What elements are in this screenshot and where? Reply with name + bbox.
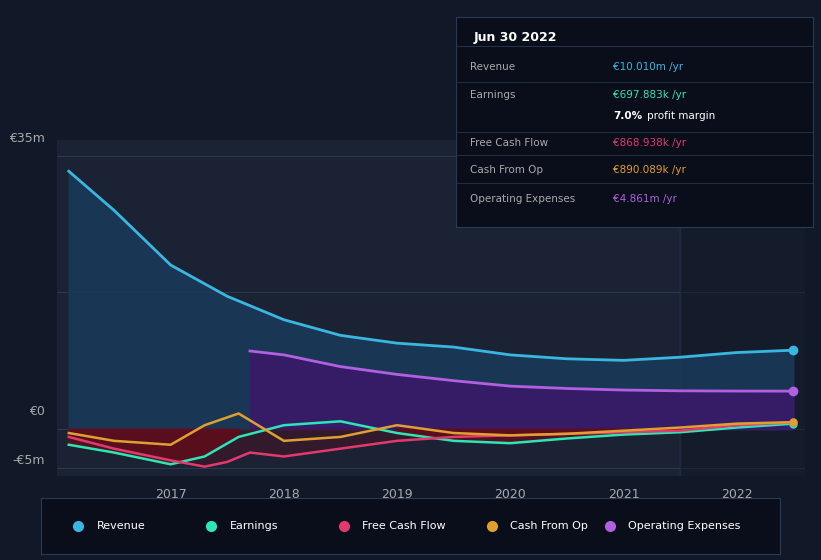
Text: Earnings: Earnings bbox=[230, 521, 278, 531]
Text: €4.861m /yr: €4.861m /yr bbox=[612, 194, 677, 204]
Text: €890.089k /yr: €890.089k /yr bbox=[612, 165, 686, 175]
Text: profit margin: profit margin bbox=[647, 110, 715, 120]
Text: Cash From Op: Cash From Op bbox=[511, 521, 588, 531]
Text: Revenue: Revenue bbox=[470, 62, 515, 72]
Text: Operating Expenses: Operating Expenses bbox=[629, 521, 741, 531]
Text: Jun 30 2022: Jun 30 2022 bbox=[474, 31, 557, 44]
Text: €10.010m /yr: €10.010m /yr bbox=[612, 62, 683, 72]
Text: €697.883k /yr: €697.883k /yr bbox=[612, 90, 686, 100]
Text: Free Cash Flow: Free Cash Flow bbox=[363, 521, 446, 531]
Text: €868.938k /yr: €868.938k /yr bbox=[612, 138, 686, 148]
Text: Free Cash Flow: Free Cash Flow bbox=[470, 138, 548, 148]
Text: €0: €0 bbox=[30, 405, 45, 418]
Text: Earnings: Earnings bbox=[470, 90, 516, 100]
Text: 7.0%: 7.0% bbox=[612, 110, 642, 120]
Bar bbox=[680, 140, 805, 476]
Text: Operating Expenses: Operating Expenses bbox=[470, 194, 576, 204]
Text: €35m: €35m bbox=[9, 132, 45, 144]
Text: -€5m: -€5m bbox=[12, 454, 45, 467]
Text: Revenue: Revenue bbox=[97, 521, 145, 531]
Text: Cash From Op: Cash From Op bbox=[470, 165, 543, 175]
